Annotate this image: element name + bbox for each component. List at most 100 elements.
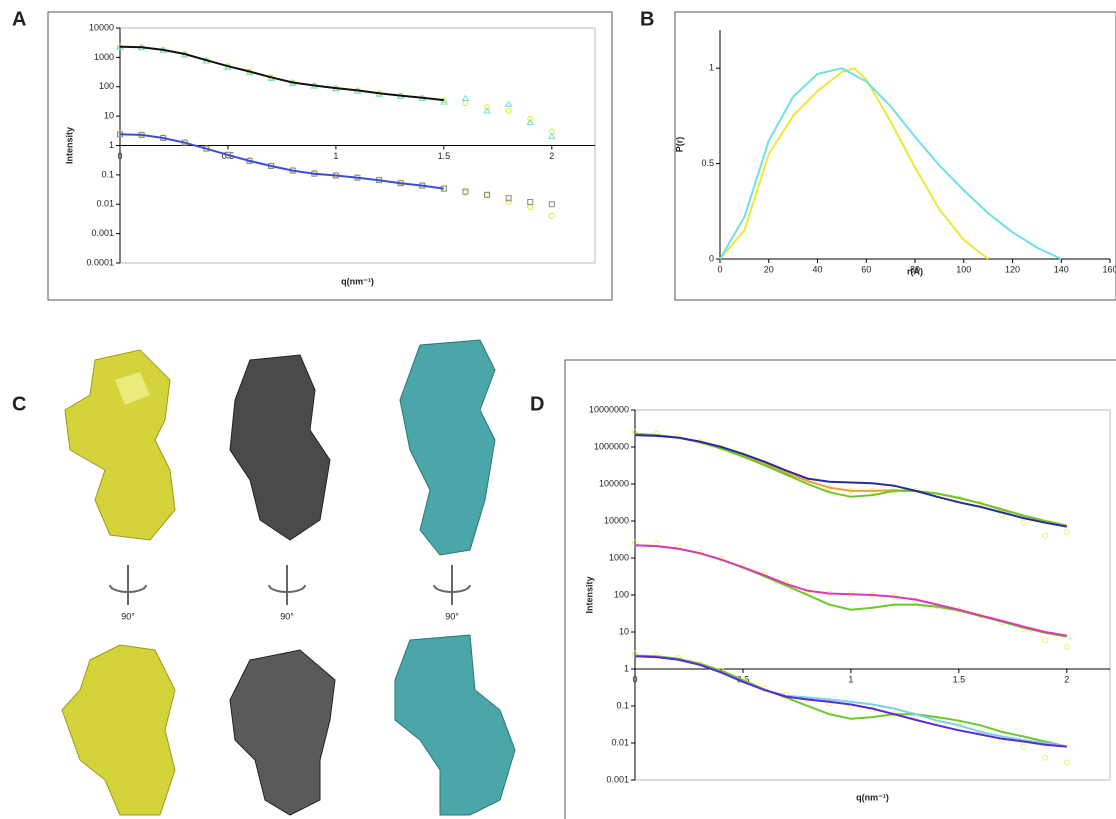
x-axis-title: q(nm⁻¹) bbox=[341, 276, 374, 286]
data-point bbox=[462, 99, 469, 106]
data-point bbox=[547, 132, 556, 140]
series-line bbox=[634, 544, 1067, 637]
x-tick-label: 120 bbox=[1005, 264, 1020, 274]
model bbox=[229, 354, 331, 541]
y-tick-label: 0.0001 bbox=[86, 257, 114, 267]
series-line bbox=[119, 45, 445, 102]
y-tick-label: 0.01 bbox=[611, 737, 629, 747]
y-tick-label: 1 bbox=[709, 63, 714, 73]
x-tick-label: 1 bbox=[333, 151, 338, 161]
data-point bbox=[1063, 759, 1070, 766]
y-tick-label: 0.01 bbox=[96, 199, 114, 209]
y-tick-label: 100 bbox=[614, 589, 629, 599]
panel-label: D bbox=[530, 393, 544, 415]
data-point bbox=[461, 94, 470, 101]
x-tick-label: 0 bbox=[117, 151, 122, 161]
x-tick-label: 0 bbox=[632, 674, 637, 684]
y-tick-label: 1000 bbox=[94, 52, 114, 62]
x-tick-label: 2 bbox=[549, 151, 554, 161]
x-tick-label: 20 bbox=[764, 264, 774, 274]
x-tick-label: 1 bbox=[848, 674, 853, 684]
y-axis-title: Intensity bbox=[584, 576, 594, 613]
x-tick-label: 40 bbox=[812, 264, 822, 274]
x-tick-label: 2 bbox=[1064, 674, 1069, 684]
data-point bbox=[1020, 519, 1027, 526]
data-point bbox=[505, 198, 512, 205]
data-point bbox=[548, 212, 555, 219]
y-tick-label: 10000 bbox=[604, 515, 629, 525]
data-point bbox=[527, 115, 534, 122]
data-point bbox=[548, 201, 555, 208]
series-line bbox=[634, 434, 1067, 528]
series-line bbox=[719, 67, 989, 260]
data-point bbox=[439, 98, 448, 105]
y-tick-label: 0.1 bbox=[101, 169, 114, 179]
panel-label: B bbox=[640, 8, 654, 30]
series-line bbox=[719, 67, 1062, 260]
model bbox=[64, 349, 176, 541]
x-tick-label: 1.5 bbox=[953, 674, 966, 684]
x-axis-title: r(Å) bbox=[907, 266, 923, 276]
data-point bbox=[505, 107, 512, 114]
y-tick-label: 1000000 bbox=[594, 441, 629, 451]
data-point bbox=[527, 204, 534, 211]
x-tick-label: 80 bbox=[910, 264, 920, 274]
y-tick-label: 0.001 bbox=[606, 774, 629, 784]
y-tick-label: 10 bbox=[104, 111, 114, 121]
x-tick-label: 160 bbox=[1102, 264, 1116, 274]
data-point bbox=[1042, 532, 1049, 539]
x-tick-label: 140 bbox=[1054, 264, 1069, 274]
model bbox=[61, 644, 176, 816]
model bbox=[394, 634, 516, 816]
y-tick-label: 10000000 bbox=[589, 404, 629, 414]
data-point bbox=[504, 100, 513, 107]
series-line bbox=[634, 544, 1067, 638]
y-tick-label: 1 bbox=[109, 140, 114, 150]
y-tick-label: 100 bbox=[99, 81, 114, 91]
data-point bbox=[1042, 754, 1049, 761]
data-point bbox=[1063, 529, 1070, 536]
y-tick-label: 10000 bbox=[89, 22, 114, 32]
data-point bbox=[484, 104, 491, 111]
x-tick-label: 100 bbox=[956, 264, 971, 274]
data-point bbox=[526, 118, 535, 126]
y-tick-label: 0.001 bbox=[91, 228, 114, 238]
x-tick-label: 60 bbox=[861, 264, 871, 274]
y-tick-label: 100000 bbox=[599, 478, 629, 488]
x-axis-title: q(nm⁻¹) bbox=[856, 792, 889, 802]
model bbox=[229, 649, 336, 816]
panel-label: C bbox=[12, 393, 26, 415]
data-point bbox=[484, 191, 491, 198]
data-point bbox=[632, 539, 638, 546]
rotation-icons bbox=[109, 565, 471, 605]
panel-frame bbox=[674, 11, 1116, 301]
panel-c-models bbox=[61, 339, 516, 816]
data-point bbox=[505, 195, 512, 202]
data-point bbox=[483, 106, 491, 114]
y-tick-label: 0.1 bbox=[616, 700, 629, 710]
series-line bbox=[119, 133, 445, 190]
rotation-label: 90° bbox=[121, 611, 135, 621]
panel-label: A bbox=[12, 8, 26, 30]
y-tick-label: 1000 bbox=[609, 552, 629, 562]
rotation-label: 90° bbox=[280, 611, 294, 621]
y-tick-label: 10 bbox=[619, 626, 629, 636]
data-point bbox=[1020, 743, 1027, 750]
y-tick-label: 0 bbox=[709, 253, 714, 263]
series-line bbox=[634, 655, 1067, 748]
y-axis-title: Intensity bbox=[64, 127, 74, 164]
y-tick-label: 1 bbox=[624, 663, 629, 673]
series-line bbox=[634, 654, 1068, 748]
x-tick-label: 1.5 bbox=[438, 151, 451, 161]
data-point bbox=[462, 188, 469, 195]
data-point bbox=[1042, 637, 1049, 644]
x-tick-label: 0 bbox=[717, 264, 722, 274]
data-point bbox=[527, 198, 534, 205]
rotation-label: 90° bbox=[445, 611, 459, 621]
panel-frame bbox=[564, 359, 1116, 819]
y-axis-title: P(r) bbox=[674, 137, 684, 153]
y-tick-label: 0.5 bbox=[701, 158, 714, 168]
model-facet bbox=[115, 372, 150, 405]
panel-frame bbox=[47, 11, 613, 301]
